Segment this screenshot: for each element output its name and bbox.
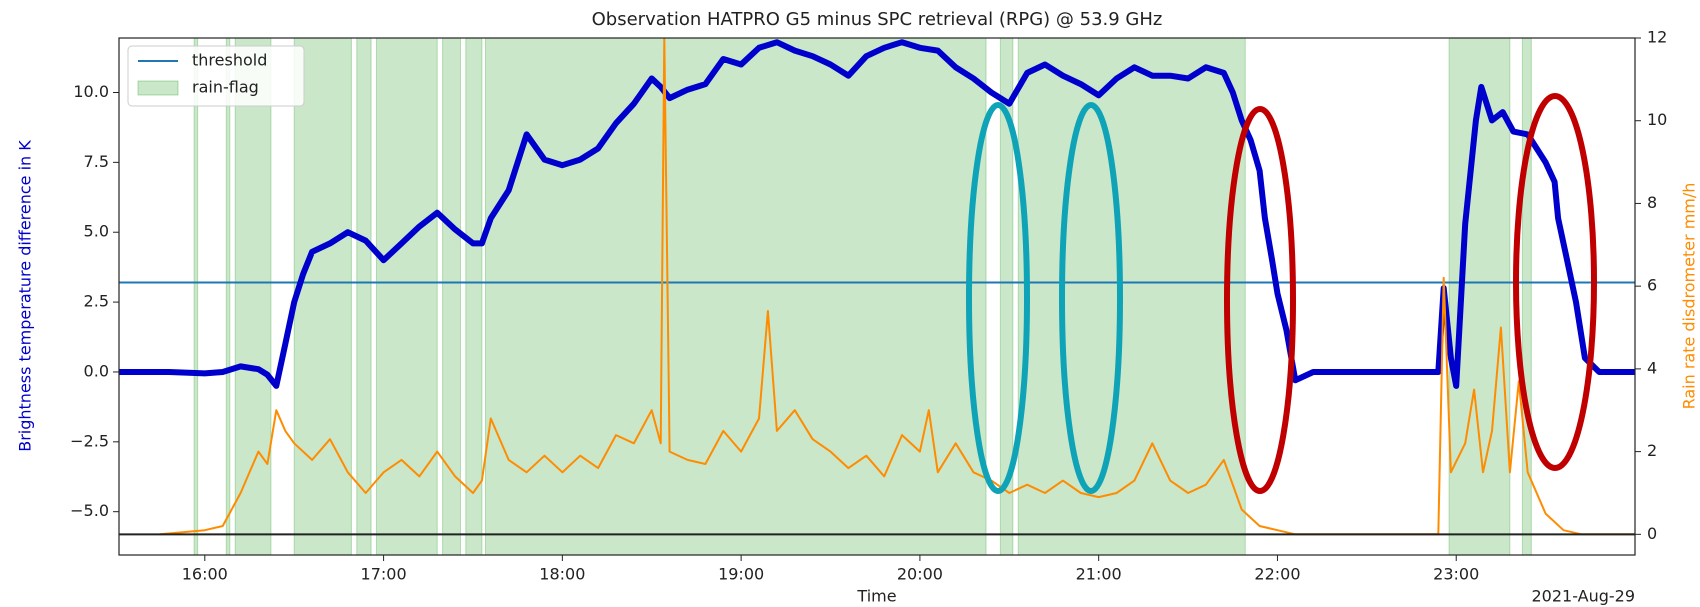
x-tick-label: 20:00 bbox=[897, 565, 943, 584]
legend-label: rain-flag bbox=[192, 78, 259, 97]
y-tick-label: 10.0 bbox=[73, 82, 109, 101]
y2-axis-label: Rain rate disdrometer mm/h bbox=[1680, 183, 1699, 410]
rain-flag-span bbox=[1017, 38, 1246, 555]
rain-flag-span bbox=[1521, 38, 1532, 555]
rain-flag-span bbox=[234, 38, 272, 555]
rain-flag-span bbox=[293, 38, 352, 555]
legend-label: threshold bbox=[192, 51, 267, 70]
x-tick-label: 23:00 bbox=[1433, 565, 1479, 584]
y2-tick-label: 2 bbox=[1647, 441, 1657, 460]
y-tick-label: 2.5 bbox=[84, 292, 109, 311]
offset-label: 2021-Aug-29 bbox=[1531, 587, 1635, 606]
x-tick-label: 16:00 bbox=[182, 565, 228, 584]
x-tick-label: 22:00 bbox=[1254, 565, 1300, 584]
x-axis-label: Time bbox=[856, 587, 896, 606]
y2-tick-label: 8 bbox=[1647, 193, 1657, 212]
annotation-ellipse bbox=[966, 102, 1030, 494]
plot-frame bbox=[118, 37, 1636, 556]
annotation-ellipse bbox=[1224, 106, 1296, 494]
y-tick-label: 5.0 bbox=[84, 222, 109, 241]
x-tick-label: 17:00 bbox=[361, 565, 407, 584]
annotation-ellipse bbox=[1059, 102, 1123, 494]
annotation-ellipse bbox=[1513, 93, 1597, 471]
y2-tick-label: 12 bbox=[1647, 28, 1667, 47]
rain-flag-span bbox=[225, 38, 231, 555]
x-tick-label: 19:00 bbox=[718, 565, 764, 584]
rain-flag-span bbox=[193, 38, 199, 555]
legend-rain-flag-swatch bbox=[137, 80, 179, 96]
y2-tick-label: 4 bbox=[1647, 358, 1657, 377]
rain-flag-span bbox=[356, 38, 372, 555]
x-tick-label: 18:00 bbox=[539, 565, 585, 584]
y-tick-label: −5.0 bbox=[70, 501, 109, 520]
y2-tick-label: 10 bbox=[1647, 110, 1667, 129]
rain-flag-span bbox=[375, 38, 438, 555]
y-tick-label: 7.5 bbox=[84, 152, 109, 171]
annotations bbox=[966, 93, 1597, 494]
y2-tick-label: 6 bbox=[1647, 276, 1657, 295]
x-tick-label: 21:00 bbox=[1076, 565, 1122, 584]
tb-difference-line bbox=[119, 39, 1635, 389]
legend: threshold rain-flag bbox=[127, 45, 305, 107]
plot-area bbox=[119, 38, 1635, 555]
rain-flag-span bbox=[442, 38, 461, 555]
rain-flag-span bbox=[999, 38, 1014, 555]
y-tick-label: −2.5 bbox=[70, 431, 109, 450]
chart-title: Observation HATPRO G5 minus SPC retrieva… bbox=[592, 9, 1163, 30]
y-tick-label: 0.0 bbox=[84, 361, 109, 380]
rain-flag-span bbox=[484, 38, 987, 555]
y-axis-label: Brightness temperature difference in K bbox=[16, 140, 35, 452]
y2-tick-label: 0 bbox=[1647, 524, 1657, 543]
rain-flag-span bbox=[465, 38, 483, 555]
